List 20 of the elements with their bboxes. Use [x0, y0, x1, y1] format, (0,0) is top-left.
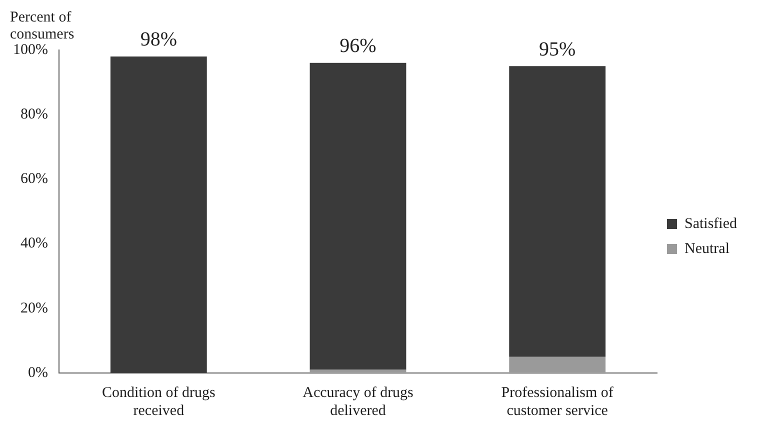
- x-tick-label: Condition of drugs received: [102, 384, 216, 419]
- bar: [509, 66, 606, 357]
- total-label: 96%: [340, 35, 376, 58]
- legend-label: Neutral: [684, 240, 730, 257]
- y-tick-label: 20%: [20, 300, 48, 316]
- legend-label: Satisfied: [684, 216, 738, 232]
- bar: [110, 56, 207, 373]
- y-tick-label: 40%: [20, 236, 48, 252]
- x-tick-label: Accuracy of drugs delivered: [302, 384, 414, 419]
- bar: [509, 356, 606, 373]
- total-label: 95%: [539, 38, 576, 60]
- x-tick-label: Professionalism of customer service: [501, 384, 614, 419]
- y-tick-label: 100%: [12, 42, 48, 58]
- bar: [310, 62, 406, 370]
- total-label: 98%: [140, 28, 177, 51]
- y-axis-title: Percent of consumers: [10, 9, 74, 42]
- y-tick-label: 60%: [20, 171, 48, 188]
- y-tick-label: 80%: [20, 106, 48, 123]
- y-tick-label: 0%: [28, 364, 48, 381]
- bar: [310, 370, 406, 373]
